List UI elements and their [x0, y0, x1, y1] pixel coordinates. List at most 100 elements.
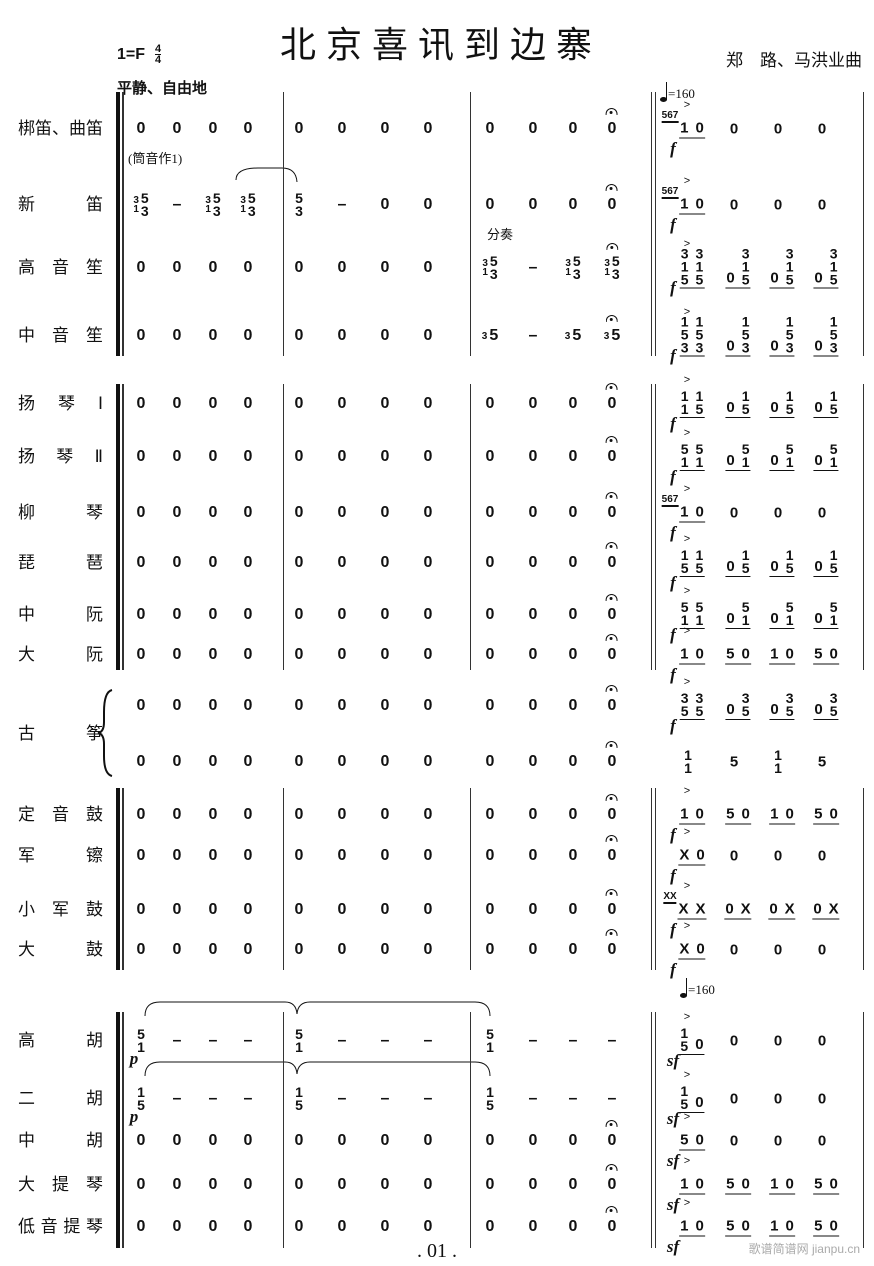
note: 0	[785, 645, 794, 663]
note: 3	[695, 245, 704, 262]
note-cell: 0	[568, 697, 578, 714]
note: 1	[680, 645, 689, 663]
note: 0	[695, 1217, 704, 1235]
note-cell: 0	[208, 327, 218, 344]
note-cell: 0	[294, 395, 304, 412]
note: 5	[680, 560, 689, 576]
note-cell: –	[208, 1090, 218, 1107]
note: 5	[140, 190, 149, 206]
barline	[470, 1012, 471, 1248]
note-cell: 0	[208, 606, 218, 623]
note-cell: –	[172, 1090, 182, 1107]
note-cell: 0	[568, 646, 578, 663]
accent-icon: >	[683, 1197, 691, 1209]
note: 5	[741, 401, 750, 417]
note: 0	[814, 399, 823, 416]
note: 0	[607, 847, 617, 864]
note: 5	[247, 190, 256, 206]
note-cell: –	[607, 1090, 617, 1107]
note: 5	[741, 703, 750, 719]
note: 1	[680, 503, 689, 521]
composer-credit: 郑 路、马洪业曲	[726, 51, 862, 70]
note: 5	[829, 599, 838, 615]
barline	[470, 92, 471, 356]
note: 5	[785, 401, 794, 417]
note: 1	[829, 388, 838, 404]
note: 1	[829, 454, 838, 470]
note-cell: 0	[485, 901, 495, 918]
note-cell: 0	[172, 327, 182, 344]
accent-icon: >	[683, 880, 691, 892]
grace-note: 1	[133, 204, 139, 215]
dynamic-mark: sf	[666, 1237, 680, 1256]
instrument-label: 小军鼓	[18, 900, 103, 919]
dynamic-mark: f	[670, 346, 676, 365]
note-cell: 0	[380, 901, 390, 918]
note: 0	[817, 120, 827, 138]
note-cell: 0	[136, 120, 146, 137]
instrument-label: 新笛	[18, 195, 103, 214]
note-cell: 0	[380, 196, 390, 213]
note: 0	[695, 195, 704, 213]
note: 0	[695, 1131, 704, 1149]
note: 0	[817, 941, 827, 959]
final-beat: 0	[774, 505, 782, 522]
note-cell: –	[607, 1032, 617, 1049]
note-cell: 0	[485, 196, 495, 213]
note: 0	[773, 1132, 783, 1150]
note: 0	[785, 1217, 794, 1235]
note: 5	[695, 326, 704, 343]
note: 1	[295, 1084, 303, 1100]
note-cell: 0	[136, 646, 146, 663]
barline	[283, 92, 284, 356]
note-cell: 0	[485, 646, 495, 663]
barline	[470, 788, 471, 970]
note: 1	[680, 195, 689, 213]
note-cell: 0	[337, 606, 347, 623]
note: 1	[684, 747, 692, 763]
note: 5	[680, 1038, 689, 1054]
note: 0	[817, 847, 827, 865]
note-cell: 0	[568, 196, 578, 213]
note: 1	[770, 1175, 779, 1193]
note-cell: –	[243, 1032, 253, 1049]
note-cell: 0	[172, 120, 182, 137]
instrument-label: 梆笛、曲笛	[18, 119, 103, 138]
note: 1	[486, 1084, 494, 1100]
grace-note: 3	[604, 258, 610, 269]
dynamic-mark: p	[129, 1107, 139, 1126]
accent-icon: >	[683, 625, 691, 637]
note: X	[678, 900, 689, 918]
note: 1	[774, 760, 782, 776]
note-cell: 0	[136, 448, 146, 465]
bracket	[116, 384, 120, 670]
accent-icon: >	[683, 1069, 691, 1081]
note: 5	[785, 599, 794, 615]
note-cell: 0	[380, 646, 390, 663]
note: 0	[607, 395, 617, 412]
note-cell: 0	[606, 835, 618, 865]
accent-icon: >	[683, 374, 691, 386]
instrument-label: 低音提琴	[18, 1217, 103, 1236]
accent-icon: >	[683, 1011, 691, 1023]
note-cell: 0	[337, 941, 347, 958]
note: 0	[770, 269, 779, 287]
key-signature: 1=F 4 4	[117, 44, 162, 66]
note-cell: –	[380, 1090, 390, 1107]
note-cell: 0	[243, 806, 253, 823]
grace-notes: 3	[482, 331, 488, 341]
note: 0	[607, 120, 617, 137]
slur-erhu	[144, 1061, 491, 1077]
grace-note: 3	[564, 330, 571, 342]
